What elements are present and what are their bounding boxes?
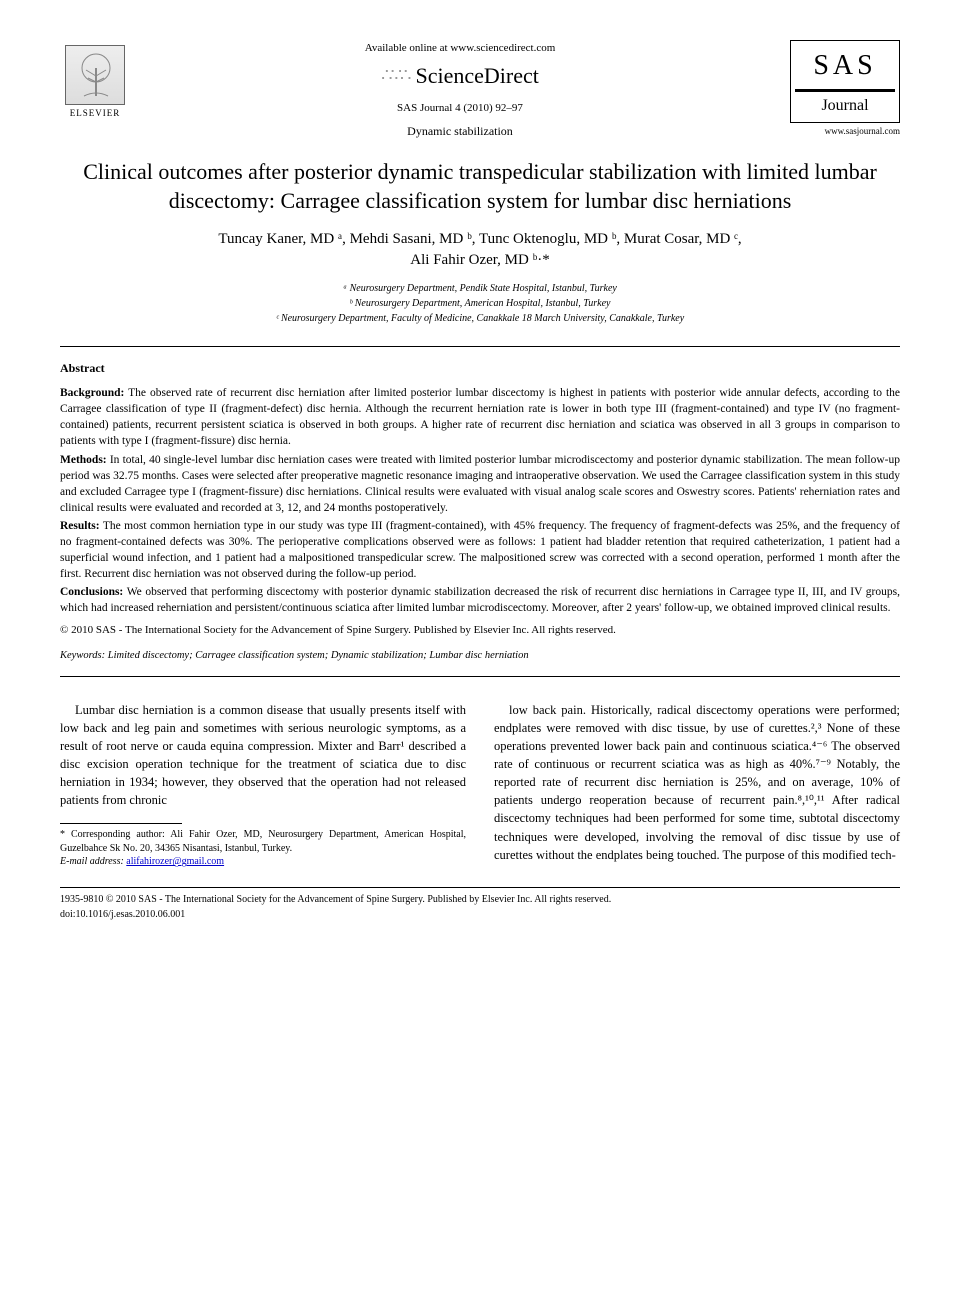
sas-journal-logo: SAS Journal <box>790 40 900 123</box>
abstract-methods: Methods: In total, 40 single-level lumba… <box>60 452 900 516</box>
divider-top <box>60 346 900 347</box>
background-label: Background: <box>60 387 124 399</box>
authors-line-2: Ali Fahir Ozer, MD ᵇ·* <box>410 252 549 268</box>
background-text: The observed rate of recurrent disc hern… <box>60 387 900 447</box>
footer-divider <box>60 887 900 888</box>
abstract-body: Background: The observed rate of recurre… <box>60 385 900 638</box>
publisher-header: ELSEVIER Available online at www.science… <box>60 40 900 140</box>
affiliation-c: ᶜ Neurosurgery Department, Faculty of Me… <box>60 311 900 326</box>
abstract-conclusions: Conclusions: We observed that performing… <box>60 584 900 616</box>
article-title: Clinical outcomes after posterior dynami… <box>60 158 900 215</box>
methods-text: In total, 40 single-level lumbar disc he… <box>60 454 900 514</box>
affiliation-a: ᵃ Neurosurgery Department, Pendik State … <box>60 281 900 296</box>
abstract-copyright: © 2010 SAS - The International Society f… <box>60 623 900 638</box>
article-body: Lumbar disc herniation is a common disea… <box>60 701 900 869</box>
issn-copyright-line: 1935-9810 © 2010 SAS - The International… <box>60 892 900 907</box>
footnote-divider <box>60 823 182 824</box>
abstract-background: Background: The observed rate of recurre… <box>60 385 900 449</box>
sas-journal-logo-block: SAS Journal www.sasjournal.com <box>790 40 900 139</box>
body-col2-p1: low back pain. Historically, radical dis… <box>494 701 900 864</box>
available-online-text: Available online at www.sciencedirect.co… <box>130 40 790 57</box>
body-column-right: low back pain. Historically, radical dis… <box>494 701 900 869</box>
sas-logo-top: SAS <box>795 45 895 92</box>
sas-logo-bottom: Journal <box>795 94 895 118</box>
center-header: Available online at www.sciencedirect.co… <box>130 40 790 140</box>
methods-label: Methods: <box>60 454 107 466</box>
keywords-label: Keywords: <box>60 650 105 661</box>
sas-journal-url: www.sasjournal.com <box>790 125 900 139</box>
divider-bottom <box>60 676 900 677</box>
conclusions-label: Conclusions: <box>60 586 123 598</box>
results-text: The most common herniation type in our s… <box>60 520 900 580</box>
doi-line: doi:10.1016/j.esas.2010.06.001 <box>60 907 900 922</box>
sciencedirect-label: ScienceDirect <box>415 59 538 92</box>
abstract-results: Results: The most common herniation type… <box>60 518 900 582</box>
elsevier-label: ELSEVIER <box>70 107 121 121</box>
email-label: E-mail address: <box>60 856 124 867</box>
keywords-text: Limited discectomy; Carragee classificat… <box>108 650 529 661</box>
affiliation-b: ᵇ Neurosurgery Department, American Hosp… <box>60 296 900 311</box>
journal-reference: SAS Journal 4 (2010) 92–97 <box>130 100 790 117</box>
sciencedirect-dots-icon: ∴∵∴ <box>381 62 409 89</box>
body-col1-p1: Lumbar disc herniation is a common disea… <box>60 701 466 810</box>
keywords: Keywords: Limited discectomy; Carragee c… <box>60 648 900 664</box>
conclusions-text: We observed that performing discectomy w… <box>60 586 900 614</box>
abstract-heading: Abstract <box>60 359 900 377</box>
authors: Tuncay Kaner, MD ᵃ, Mehdi Sasani, MD ᵇ, … <box>60 229 900 271</box>
elsevier-logo: ELSEVIER <box>60 40 130 120</box>
sciencedirect-logo: ∴∵∴ ScienceDirect <box>130 59 790 92</box>
affiliations: ᵃ Neurosurgery Department, Pendik State … <box>60 281 900 326</box>
corresponding-author-footnote: * Corresponding author: Ali Fahir Ozer, … <box>60 828 466 855</box>
body-column-left: Lumbar disc herniation is a common disea… <box>60 701 466 869</box>
email-link[interactable]: alifahirozer@gmail.com <box>126 856 224 867</box>
elsevier-tree-icon <box>65 45 125 105</box>
authors-line-1: Tuncay Kaner, MD ᵃ, Mehdi Sasani, MD ᵇ, … <box>218 231 741 247</box>
email-footnote: E-mail address: alifahirozer@gmail.com <box>60 855 466 869</box>
results-label: Results: <box>60 520 100 532</box>
section-label: Dynamic stabilization <box>130 122 790 140</box>
